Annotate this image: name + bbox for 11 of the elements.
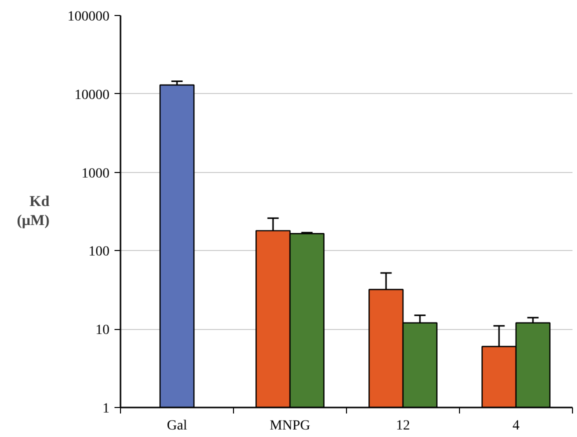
y-tick-label: 1 <box>102 402 110 416</box>
x-tick-label: Gal <box>166 418 188 434</box>
y-tick-label: 1000 <box>82 166 110 182</box>
y-tick-label: 100000 <box>68 10 110 24</box>
y-axis-title: Kd (μM) <box>16 194 50 230</box>
x-tick-label: MNPG <box>270 418 310 434</box>
y-tick-label: 100 <box>88 244 110 260</box>
y-tick-label: 10000 <box>74 88 110 103</box>
y-tick-label: 10 <box>96 323 110 338</box>
x-tick-label: 4 <box>512 418 520 434</box>
x-tick-label: 12 <box>396 418 410 434</box>
